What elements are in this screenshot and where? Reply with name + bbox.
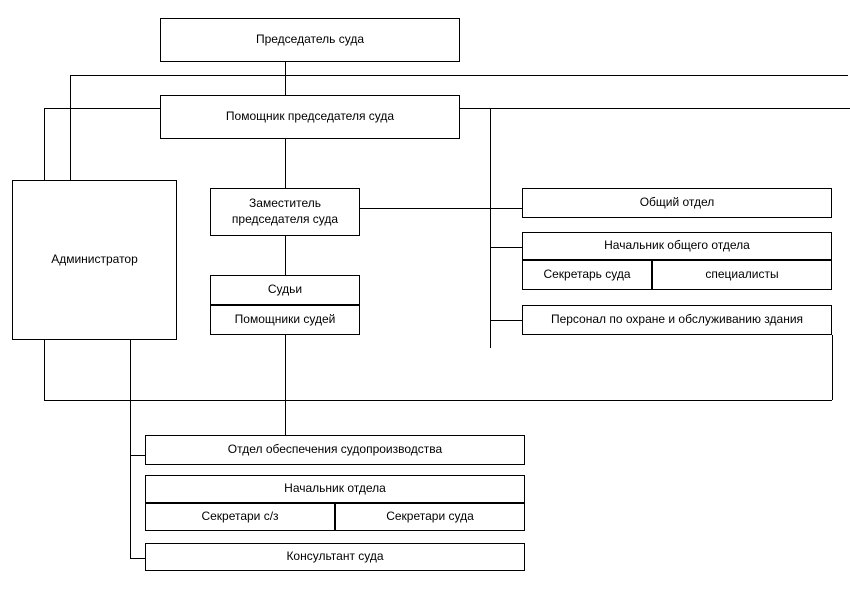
- org-node-admin: Администратор: [12, 180, 177, 340]
- connector-line: [285, 335, 286, 435]
- org-node-general_dept: Общий отдел: [522, 188, 832, 218]
- connector-line: [130, 455, 145, 456]
- connector-line: [285, 139, 286, 188]
- org-node-court_secretaries: Секретари суда: [335, 503, 525, 531]
- org-node-chairman: Председатель суда: [160, 18, 460, 62]
- connector-line: [130, 558, 145, 559]
- connector-line: [130, 340, 131, 558]
- org-node-deputy: Заместитель председателя суда: [210, 188, 360, 236]
- org-node-judges: Судьи: [210, 275, 360, 305]
- org-node-general_head: Начальник общего отдела: [522, 232, 832, 260]
- connector-line: [44, 400, 832, 401]
- org-node-specialists: специалисты: [652, 260, 832, 290]
- connector-line: [285, 236, 286, 275]
- org-node-court_secretary: Секретарь суда: [522, 260, 652, 290]
- org-node-secretaries_sz: Секретари с/з: [145, 503, 335, 531]
- connector-line: [490, 247, 522, 248]
- connector-line: [360, 208, 522, 209]
- org-node-judge_assist: Помощники судей: [210, 305, 360, 335]
- org-node-proceedings_dept: Отдел обеспечения судопроизводства: [145, 435, 525, 465]
- org-node-assistant: Помощник председателя суда: [160, 95, 460, 139]
- connector-line: [70, 75, 848, 76]
- org-node-dept_head: Начальник отдела: [145, 475, 525, 503]
- connector-line: [70, 75, 71, 180]
- connector-line: [490, 108, 491, 348]
- connector-line: [832, 335, 833, 400]
- connector-line: [285, 62, 286, 95]
- connector-line: [490, 320, 522, 321]
- org-node-consultant: Консультант суда: [145, 543, 525, 571]
- org-node-security: Персонал по охране и обслуживанию здания: [522, 305, 832, 335]
